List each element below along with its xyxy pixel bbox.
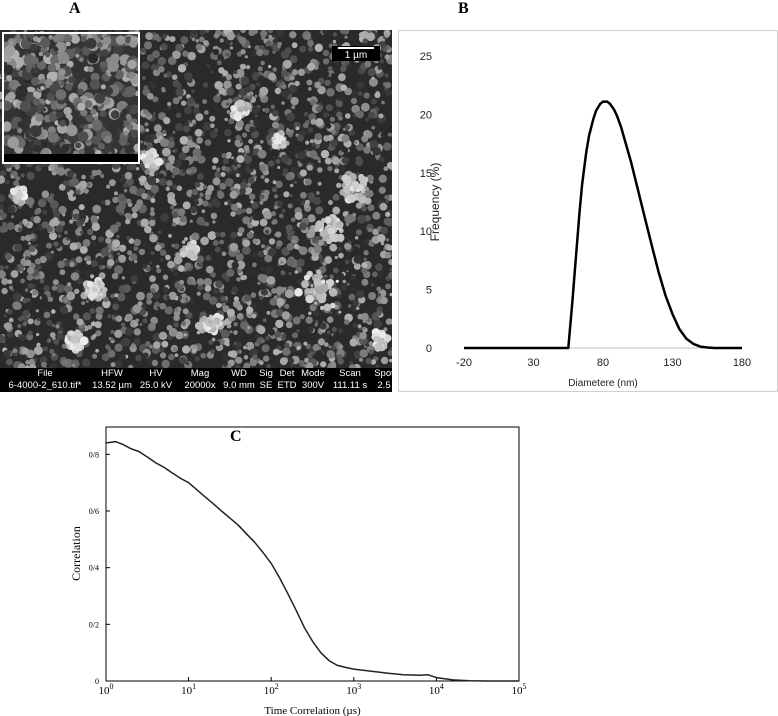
y-axis-label: Correlation — [69, 526, 83, 581]
y-tick-label: 0/8 — [89, 450, 99, 459]
x-tick-label: 80 — [597, 357, 609, 369]
databar-header: WD — [231, 368, 247, 379]
x-tick-label: 105 — [512, 682, 527, 697]
databar-cell: HV 25.0 kV — [134, 368, 178, 392]
databar-value: 20000x — [184, 380, 216, 391]
x-tick-label: 101 — [181, 682, 196, 697]
databar-value: SE — [259, 380, 273, 391]
x-tick-label: 103 — [346, 682, 361, 697]
scale-bar: 1 µm — [332, 46, 380, 61]
panel-b-letter: B — [458, 0, 469, 17]
databar-cell: Sig SE — [256, 368, 276, 392]
size-distribution-chart: 0 5 10 15 20 25 -20 30 80 130 180 Diametere (nm) Fre… — [420, 51, 751, 389]
y-tick-label: 0 — [95, 677, 99, 686]
y-axis-label: Frequency (%) — [428, 163, 442, 242]
databar-cell: Det ETD — [276, 368, 298, 392]
databar-header: File — [37, 368, 53, 379]
y-tick-label: 15 — [420, 168, 432, 180]
databar-value: 6-4000-2_610.tif* — [8, 380, 82, 391]
panel-c-letter: C — [230, 428, 242, 445]
plot-frame — [105, 426, 520, 682]
databar-header: HFW — [101, 368, 123, 379]
y-tick-label: 0 — [426, 343, 432, 355]
databar-value: ETD — [277, 380, 297, 391]
x-tick-label: 102 — [264, 682, 279, 697]
x-axis-label: Time Correlation (µs) — [264, 705, 361, 716]
size-distribution-panel: 0 5 10 15 20 25 -20 30 80 130 180 Diametere (nm) Fre… — [398, 30, 778, 392]
databar-header: HV — [149, 368, 163, 379]
y-tick-label: 5 — [426, 285, 432, 297]
databar-header: Sig — [259, 368, 273, 379]
sem-micrograph: 1 µm File 6-4000-2_610.tif* HFW 13.52 µm HV 2… — [0, 30, 392, 392]
x-tick-label: 104 — [429, 682, 444, 697]
x-tick-label: 130 — [663, 357, 681, 369]
sem-inset-databar — [4, 154, 138, 162]
databar-value: 111.11 s — [332, 380, 368, 391]
databar-value: 13.52 µm — [92, 380, 132, 391]
databar-value: 9.0 mm — [223, 380, 255, 391]
x-tick-label: 30 — [527, 357, 539, 369]
y-tick-label: 20 — [420, 109, 432, 121]
y-tick-label: 0/6 — [89, 507, 99, 516]
x-axis-label: Diametere (nm) — [568, 378, 637, 389]
databar-cell: WD 9.0 mm — [222, 368, 256, 392]
databar-value: 300V — [301, 380, 325, 391]
databar-cell: File 6-4000-2_610.tif* — [0, 368, 90, 392]
sem-databar: File 6-4000-2_610.tif* HFW 13.52 µm HV 25.0 k… — [0, 368, 392, 392]
databar-cell: Mode 300V — [298, 368, 328, 392]
databar-header: Spot — [374, 368, 392, 379]
databar-value: 2.5 — [377, 380, 391, 391]
sem-inset-texture — [4, 34, 138, 160]
distribution-line — [464, 100, 742, 350]
databar-cell: HFW 13.52 µm — [90, 368, 134, 392]
y-tick-label: 0/2 — [89, 620, 99, 629]
scale-bar-label: 1 µm — [344, 50, 368, 61]
correlation-line — [105, 440, 519, 682]
correlation-chart: 0 0/2 0/4 0/6 0/8 100 101 102 103 104 105 Time Corr… — [69, 426, 527, 716]
databar-header: Mag — [190, 368, 210, 379]
panel-a-letter: A — [69, 0, 81, 17]
databar-header: Scan — [339, 368, 361, 379]
x-tick-label: 180 — [733, 357, 751, 369]
sem-inset-image — [2, 32, 140, 164]
y-tick-label: 10 — [420, 226, 432, 238]
databar-value: 25.0 kV — [139, 380, 173, 391]
databar-cell: Spot 2.5 — [372, 368, 392, 392]
x-tick-label: -20 — [456, 357, 472, 369]
databar-header: Det — [279, 368, 295, 379]
y-tick-label: 0/4 — [89, 564, 99, 573]
databar-cell: Scan 111.11 s — [328, 368, 372, 392]
databar-cell: Mag 20000x — [178, 368, 222, 392]
y-tick-label: 25 — [420, 51, 432, 63]
x-tick-label: 100 — [99, 682, 114, 697]
databar-header: Mode — [301, 368, 325, 379]
